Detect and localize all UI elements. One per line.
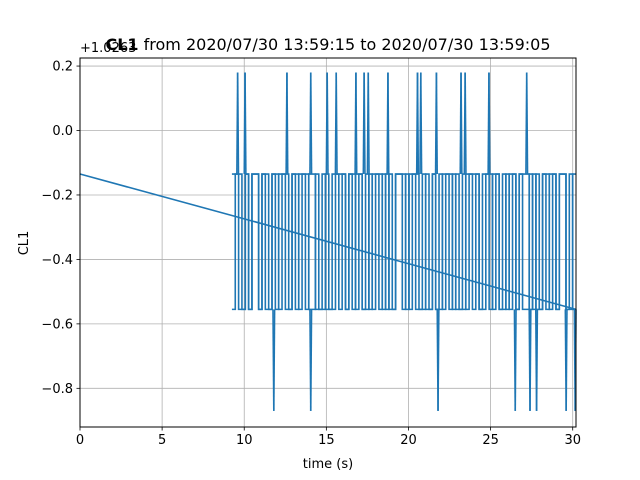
chart-title: CL1 from 2020/07/30 13:59:15 to 2020/07/… [105,35,550,54]
high-spike [335,72,338,175]
high-spike [387,72,390,175]
high-spike [363,72,366,175]
high-spike [419,72,423,175]
y-tick-label: −0.8 [41,382,73,397]
chart-title-bold: CL1 [105,35,138,54]
x-tick-label: 20 [400,433,417,448]
high-spike [244,72,247,175]
high-spike [488,72,491,175]
y-tick-label: 0.0 [52,124,73,139]
high-spike [326,72,329,175]
x-tick-label: 0 [76,433,84,448]
high-spike [435,72,438,175]
high-spike [464,72,467,175]
high-spike [367,72,370,175]
high-spike [525,72,529,175]
y-tick-label: 0.2 [52,60,73,75]
data-series [79,72,577,411]
y-tick-label: −0.6 [41,317,73,332]
y-offset-label: +1.0263 [80,41,136,56]
low-spike [273,309,276,411]
chart-title-rest: from 2020/07/30 13:59:15 to 2020/07/30 1… [139,35,551,54]
high-spike [355,72,358,175]
low-spike [514,309,517,411]
high-spike [309,72,313,175]
low-spike [437,309,440,411]
high-spike [286,72,289,175]
x-tick-label: 30 [564,433,581,448]
x-tick-label: 25 [482,433,499,448]
plot-frame [79,57,577,428]
axis-ticks: 0 5 10 15 20 25 30 −0.8 −0.6 −0.4 −0.2 0.0 0.2 [41,60,581,448]
x-tick-label: 15 [318,433,335,448]
low-spike [535,309,539,411]
low-spike [529,309,532,411]
high-spike [460,72,463,175]
y-tick-label: −0.2 [41,188,73,203]
y-tick-label: −0.4 [41,253,73,268]
y-axis-label: CL1 [17,231,32,256]
high-spike [236,72,240,175]
low-spike [565,309,568,411]
x-axis-label: time (s) [303,457,353,472]
low-spike [309,309,313,411]
x-tick-label: 10 [236,433,253,448]
x-tick-label: 5 [158,433,166,448]
toggle-segment [231,173,576,311]
high-spike [416,72,420,175]
